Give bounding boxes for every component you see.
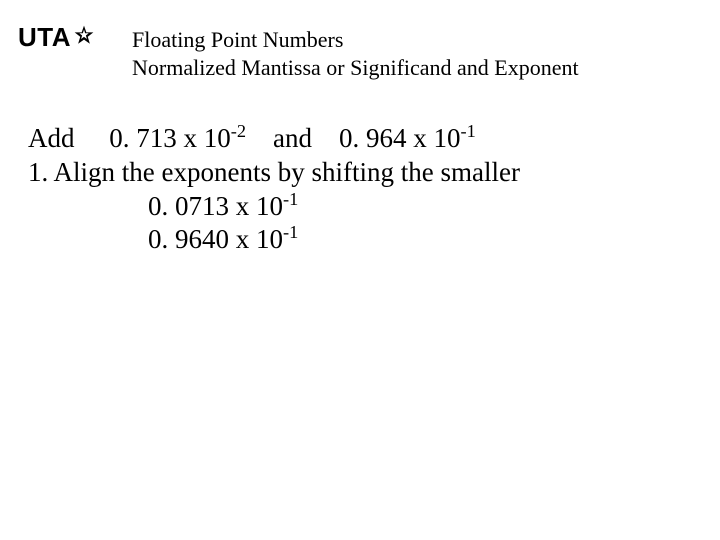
aligned-num1-exp: -1: [283, 189, 298, 209]
num2: 0. 964 x 10-1: [339, 123, 476, 153]
word-and: and: [273, 123, 312, 153]
heading-line-2: Normalized Mantissa or Significand and E…: [132, 54, 579, 82]
slide-heading: Floating Point Numbers Normalized Mantis…: [132, 26, 579, 81]
body-line-1: Add 0. 713 x 10-2 and 0. 964 x 10-1: [28, 122, 520, 156]
slide-body: Add 0. 713 x 10-2 and 0. 964 x 10-1 1. A…: [28, 122, 520, 257]
aligned-num1: 0. 0713 x 10-1: [28, 190, 298, 224]
aligned-num1-mantissa: 0. 0713 x 10: [148, 191, 283, 221]
body-line-2: 1. Align the exponents by shifting the s…: [28, 156, 520, 190]
aligned-num2-exp: -1: [283, 222, 298, 242]
num2-mantissa: 0. 964 x 10: [339, 123, 461, 153]
num1-exp: -2: [231, 121, 246, 141]
body-line-4: 0. 9640 x 10-1: [28, 223, 520, 257]
word-add: Add: [28, 123, 75, 153]
logo-text: UTA: [18, 22, 71, 53]
aligned-num2: 0. 9640 x 10-1: [28, 223, 298, 257]
num1: 0. 713 x 10-2: [81, 122, 246, 156]
num2-exp: -1: [461, 121, 476, 141]
aligned-num2-mantissa: 0. 9640 x 10: [148, 224, 283, 254]
num1-mantissa: 0. 713 x 10: [109, 123, 231, 153]
star-icon: [73, 22, 95, 53]
slide: UTA Floating Point Numbers Normalized Ma…: [0, 0, 720, 540]
body-line-3: 0. 0713 x 10-1: [28, 190, 520, 224]
heading-line-1: Floating Point Numbers: [132, 26, 579, 54]
uta-logo: UTA: [18, 22, 95, 53]
